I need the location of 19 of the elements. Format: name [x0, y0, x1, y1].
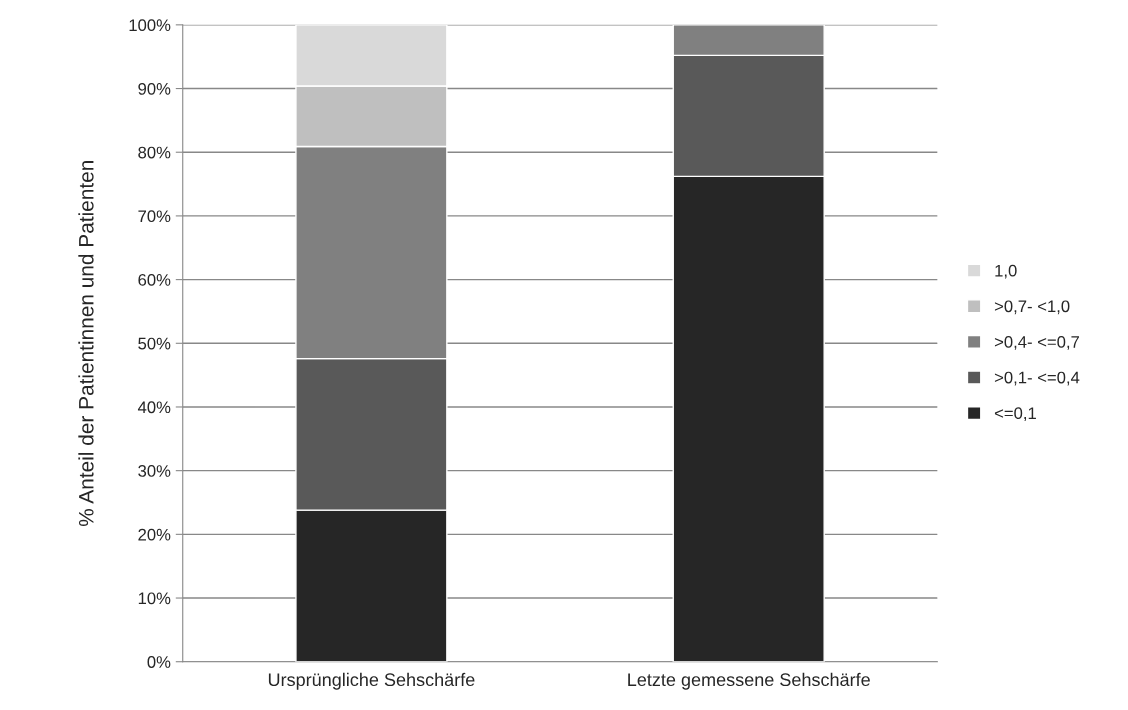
y-tick-label: 70% [138, 210, 171, 223]
y-tick-label: 50% [138, 337, 171, 350]
y-axis-title: % Anteil der Patientinnen und Patienten [78, 161, 94, 527]
x-tick-label: Ursprüngliche Sehschärfe [268, 672, 475, 690]
legend-label: 1,0 [995, 264, 1017, 279]
y-tick-label: 60% [138, 274, 171, 286]
x-tick-label: Letzte gemessene Sehschärfe [628, 672, 870, 690]
y-tick-label: 100% [129, 19, 171, 32]
y-tick-label: 20% [138, 528, 171, 541]
y-tick-label: 40% [137, 401, 171, 414]
legend-label: <=0,1 [994, 407, 1036, 422]
legend-label: >0,7- <1,0 [994, 300, 1070, 315]
y-tick-label: 90% [138, 82, 171, 95]
y-tick-label: 30% [138, 465, 171, 477]
y-tick-label: 80% [138, 146, 171, 159]
legend-label: >0,1- <=0,4 [994, 371, 1080, 386]
y-tick-label: 10% [138, 592, 171, 605]
y-tick-label: 0% [147, 656, 171, 668]
legend-label: >0,4- <=0,7 [994, 336, 1080, 350]
